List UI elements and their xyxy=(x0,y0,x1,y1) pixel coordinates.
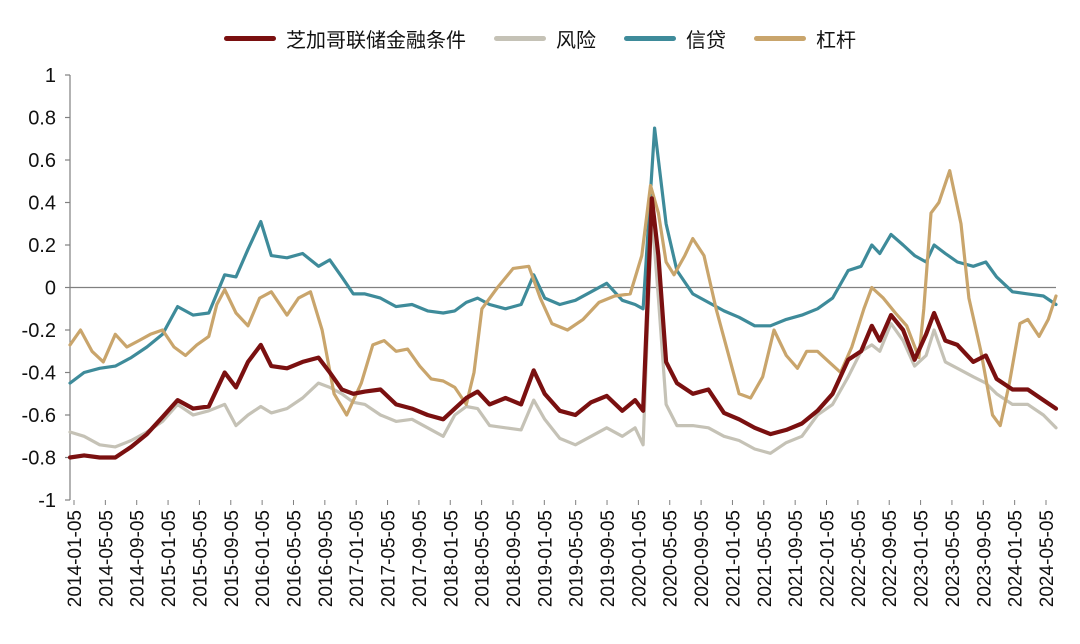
y-tick-label: -1 xyxy=(38,490,56,512)
x-tick-label: 2015-01-05 xyxy=(159,510,180,607)
x-tick-label: 2019-09-05 xyxy=(598,510,619,607)
x-tick-label: 2021-05-05 xyxy=(755,510,776,607)
x-tick-label: 2022-01-05 xyxy=(818,510,839,607)
x-tick-label: 2015-05-05 xyxy=(190,510,211,607)
x-tick-label: 2021-01-05 xyxy=(723,510,744,607)
x-tick-label: 2023-09-05 xyxy=(974,510,995,607)
series-line-leverage xyxy=(68,169,1058,428)
x-tick-label: 2014-09-05 xyxy=(128,510,149,607)
y-tick-label: -0.8 xyxy=(22,448,56,470)
x-tick-label: 2015-09-05 xyxy=(222,510,243,607)
series-line-risk xyxy=(68,211,1058,455)
y-tick-label: 0.4 xyxy=(28,193,56,215)
x-tick-label: 2019-05-05 xyxy=(567,510,588,607)
x-tick-label: 2018-05-05 xyxy=(473,510,494,607)
y-tick-label: 0.6 xyxy=(28,150,56,172)
chart-legend: 芝加哥联储金融条件 风险 信贷 杠杆 xyxy=(0,24,1080,53)
y-tick-label: -0.4 xyxy=(22,363,56,385)
series-layer xyxy=(67,126,1059,460)
legend-item-leverage: 杠杆 xyxy=(754,24,856,53)
x-tick-label: 2022-09-05 xyxy=(880,510,901,607)
x-tick-label: 2024-05-05 xyxy=(1037,510,1058,607)
x-tick-label: 2016-09-05 xyxy=(316,510,337,607)
x-tick-label: 2017-09-05 xyxy=(410,510,431,607)
x-tick-label: 2016-05-05 xyxy=(284,510,305,607)
legend-item-chicago-fci: 芝加哥联储金融条件 xyxy=(224,24,466,53)
x-tick-label: 2019-01-05 xyxy=(535,510,556,607)
legend-swatch-chicago-fci xyxy=(224,36,276,41)
y-tick-label: 0.8 xyxy=(28,108,56,130)
x-tick-label: 2020-01-05 xyxy=(629,510,650,607)
legend-label-leverage: 杠杆 xyxy=(816,28,856,52)
legend-swatch-risk xyxy=(494,36,546,41)
x-tick-label: 2017-05-05 xyxy=(379,510,400,607)
x-tick-label: 2018-09-05 xyxy=(504,510,525,607)
legend-label-credit: 信贷 xyxy=(686,28,726,52)
x-tick-label: 2020-09-05 xyxy=(692,510,713,607)
x-tick-label: 2021-09-05 xyxy=(786,510,807,607)
x-tick-label: 2018-01-05 xyxy=(441,510,462,607)
x-tick-label: 2016-01-05 xyxy=(253,510,274,607)
x-tick-label: 2022-05-05 xyxy=(849,510,870,607)
x-tick-label: 2014-05-05 xyxy=(96,510,117,607)
legend-label-chicago-fci: 芝加哥联储金融条件 xyxy=(286,28,466,52)
series-line-chicago-fci xyxy=(67,196,1059,460)
x-tick-label: 2014-01-05 xyxy=(65,510,86,607)
legend-swatch-leverage xyxy=(754,36,806,41)
y-tick-label: 1 xyxy=(45,65,56,87)
y-tick-label: 0.2 xyxy=(28,235,56,257)
legend-item-credit: 信贷 xyxy=(624,24,726,53)
x-tick-label: 2020-05-05 xyxy=(661,510,682,607)
x-tick-label: 2024-01-05 xyxy=(1006,510,1027,607)
x-tick-label: 2017-01-05 xyxy=(347,510,368,607)
series-line-credit xyxy=(68,126,1058,385)
x-tick-label: 2023-05-05 xyxy=(943,510,964,607)
y-tick-label: -0.6 xyxy=(22,405,56,427)
y-tick-label: 0 xyxy=(45,278,56,300)
legend-label-risk: 风险 xyxy=(556,28,596,52)
legend-item-risk: 风险 xyxy=(494,24,596,53)
y-tick-label: -0.2 xyxy=(22,320,56,342)
legend-swatch-credit xyxy=(624,36,676,41)
chart-axes: 1 0.8 0.6 0.4 0.2 0 -0.2 -0.4 -0.6 -0.8 -1 2014-01-… xyxy=(22,65,1058,607)
x-tick-label: 2023-01-05 xyxy=(912,510,933,607)
